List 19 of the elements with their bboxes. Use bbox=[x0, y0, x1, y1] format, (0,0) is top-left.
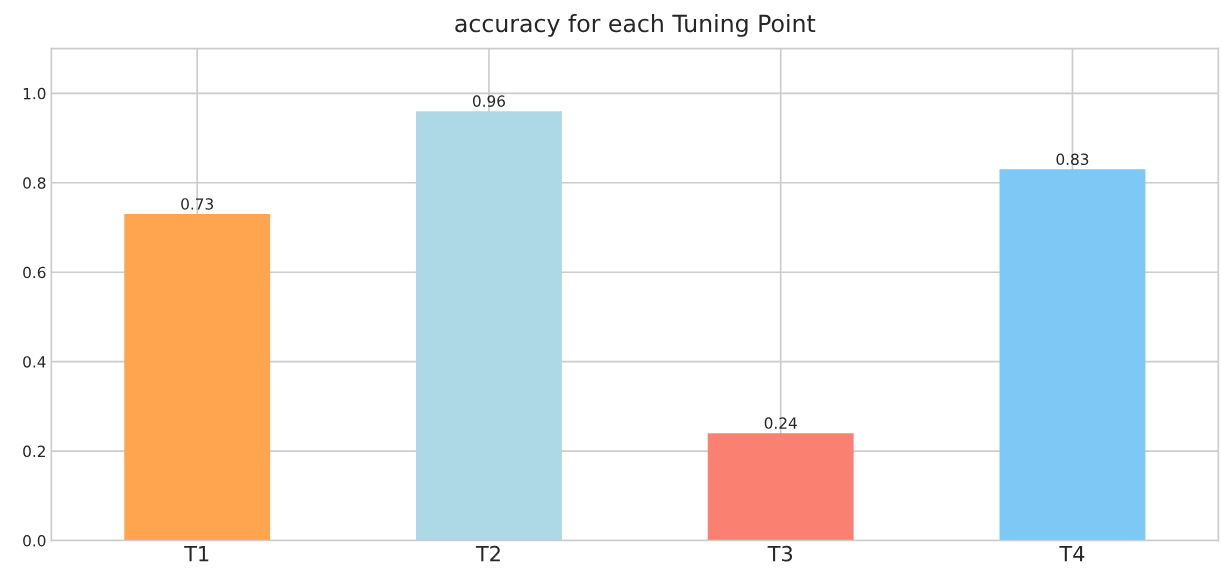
y-tick-label: 0.2 bbox=[23, 445, 45, 458]
data-label: 0.24 bbox=[764, 417, 797, 429]
x-tick-label: T1 bbox=[184, 546, 209, 562]
bar bbox=[999, 169, 1146, 541]
bar bbox=[707, 433, 854, 541]
bar bbox=[416, 111, 562, 541]
x-tick-label: T3 bbox=[767, 545, 793, 562]
y-tick-label: 0.4 bbox=[23, 356, 46, 368]
data-label: 0.73 bbox=[181, 198, 213, 210]
x-tick-label: T4 bbox=[1059, 546, 1085, 562]
data-label: 0.96 bbox=[472, 95, 505, 107]
chart-title: accuracy for each Tuning Point bbox=[455, 14, 816, 37]
data-label: 0.83 bbox=[1056, 153, 1089, 166]
y-tick-label: 1.0 bbox=[23, 87, 46, 100]
y-tick-label: 0.0 bbox=[23, 535, 46, 547]
y-tick-label: 0.8 bbox=[23, 177, 46, 189]
y-tick-label: 0.6 bbox=[23, 266, 46, 279]
x-tick-label: T2 bbox=[475, 545, 500, 562]
bar bbox=[124, 214, 271, 541]
